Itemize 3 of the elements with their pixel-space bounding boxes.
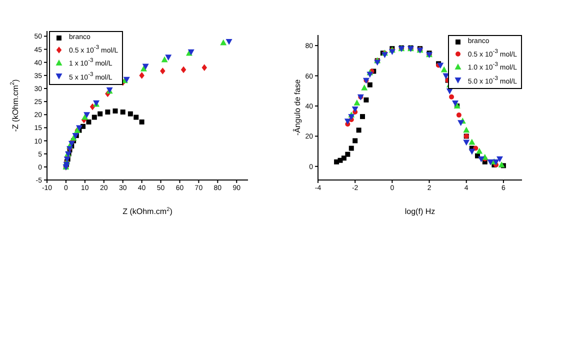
y-axis-title: -Ângulo de fase <box>293 78 302 136</box>
x-axis-title: log(f) Hz <box>404 207 436 216</box>
x-axis-title: Z (kOhm.cm$^{2}$) <box>122 207 173 216</box>
